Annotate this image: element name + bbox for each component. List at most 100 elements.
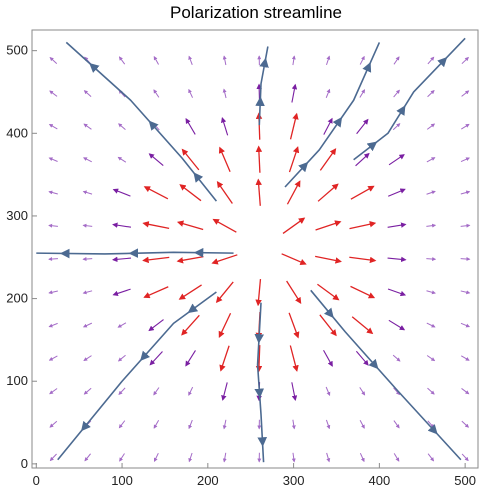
- streamline-arrow: [323, 307, 334, 319]
- field-arrow: [427, 89, 435, 98]
- field-arrow: [83, 157, 92, 163]
- field-arrow: [319, 314, 337, 337]
- field-arrow: [461, 388, 470, 395]
- field-arrow: [48, 190, 58, 195]
- y-tick-label: 0: [21, 456, 28, 471]
- field-arrow: [426, 290, 436, 295]
- field-arrow: [356, 118, 369, 135]
- field-arrow: [393, 56, 400, 65]
- field-arrow: [119, 453, 125, 462]
- streamline: [310, 289, 462, 461]
- field-arrow: [218, 146, 231, 172]
- field-arrow: [315, 255, 342, 264]
- field-arrow: [188, 88, 194, 98]
- streamline-arrow: [332, 116, 343, 128]
- field-arrow: [281, 253, 307, 265]
- field-arrow: [392, 354, 401, 362]
- field-arrow: [288, 146, 300, 173]
- field-arrow: [325, 386, 331, 397]
- field-arrow: [460, 322, 471, 328]
- x-tick-label: 200: [197, 473, 219, 488]
- field-arrow: [461, 123, 470, 130]
- streamline: [36, 251, 234, 255]
- field-arrow: [82, 190, 93, 195]
- field-arrow: [286, 180, 301, 205]
- streamline-arrow: [81, 420, 91, 432]
- field-arrow: [181, 314, 200, 336]
- x-tick-label: 100: [111, 473, 133, 488]
- field-arrow: [289, 345, 299, 372]
- x-tick-label: 500: [454, 473, 476, 488]
- field-arrow: [153, 420, 160, 429]
- field-arrow: [319, 148, 337, 171]
- y-tick-label: 300: [6, 208, 28, 223]
- field-arrow: [185, 117, 196, 135]
- field-arrow: [117, 322, 127, 328]
- field-arrow: [218, 313, 232, 338]
- streamline: [57, 291, 217, 461]
- streamline-arrow: [368, 358, 379, 370]
- field-arrow: [315, 220, 342, 231]
- field-arrow: [148, 319, 164, 332]
- field-arrow: [255, 345, 263, 373]
- field-arrow: [118, 123, 126, 131]
- streamline: [65, 41, 218, 202]
- field-arrow: [117, 156, 127, 163]
- field-arrow: [212, 218, 237, 233]
- field-arrow: [188, 452, 193, 463]
- field-arrow: [393, 453, 400, 462]
- field-arrow: [426, 157, 436, 163]
- field-arrow: [359, 419, 365, 429]
- field-arrow: [461, 453, 469, 462]
- field-arrow: [176, 256, 204, 264]
- field-arrow: [83, 387, 92, 395]
- field-arrow: [176, 220, 204, 231]
- field-arrow: [291, 419, 296, 430]
- field-arrow: [426, 355, 436, 362]
- field-arrow: [83, 90, 92, 98]
- field-arrow: [460, 223, 471, 228]
- field-arrow: [118, 387, 126, 395]
- field-arrow: [148, 153, 164, 166]
- field-arrow: [153, 55, 159, 65]
- field-arrow: [112, 288, 131, 297]
- field-arrow: [49, 56, 58, 64]
- streamline-arrow: [193, 172, 204, 183]
- field-arrow: [291, 452, 296, 463]
- field-arrow: [49, 388, 58, 395]
- x-tick-label: 0: [33, 473, 40, 488]
- field-arrow: [359, 89, 366, 98]
- streamline-arrow: [148, 120, 159, 131]
- field-arrow: [286, 280, 302, 305]
- field-arrow: [317, 283, 340, 301]
- field-arrow: [255, 278, 262, 307]
- field-arrow: [153, 387, 160, 396]
- y-tick-label: 500: [6, 43, 28, 58]
- field-arrow: [351, 316, 374, 335]
- streamline-arrow: [427, 424, 438, 435]
- field-arrow: [49, 453, 57, 462]
- field-arrow: [83, 123, 92, 130]
- x-tick-label: 300: [283, 473, 305, 488]
- field-arrow: [181, 148, 200, 171]
- field-arrow: [426, 190, 436, 195]
- y-tick-label: 200: [6, 291, 28, 306]
- field-arrow: [222, 452, 227, 463]
- field-arrow: [291, 382, 298, 402]
- field-arrow: [111, 256, 132, 263]
- streamline-arrow: [187, 303, 199, 314]
- x-axis: 0 100 200 300 400 500: [33, 463, 476, 488]
- field-arrow: [359, 387, 366, 396]
- field-arrow: [325, 88, 331, 98]
- streamline-arrow: [437, 56, 448, 68]
- field-arrow: [388, 154, 405, 166]
- field-arrow: [216, 181, 233, 204]
- field-arrow: [461, 56, 469, 65]
- field-arrow: [49, 420, 58, 428]
- field-arrow: [387, 288, 407, 297]
- streamlines: [36, 37, 466, 463]
- field-arrow: [84, 453, 91, 462]
- field-arrow: [460, 355, 470, 361]
- field-arrow: [149, 351, 163, 366]
- field-arrow: [291, 55, 296, 66]
